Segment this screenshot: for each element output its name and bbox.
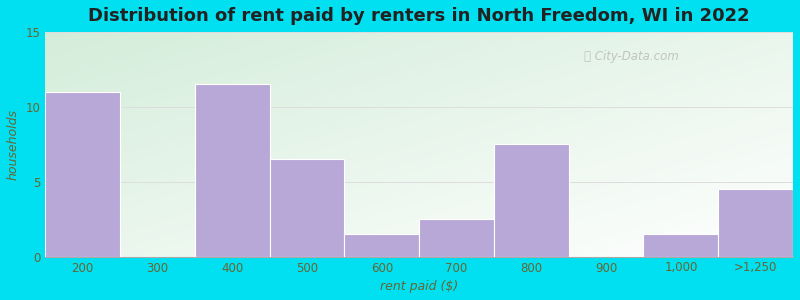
- Bar: [46, 92, 120, 256]
- Bar: [494, 144, 569, 256]
- Bar: [643, 234, 718, 256]
- Bar: [419, 219, 494, 256]
- Bar: [344, 234, 419, 256]
- Bar: [270, 159, 344, 256]
- Y-axis label: households: households: [7, 109, 20, 180]
- X-axis label: rent paid ($): rent paid ($): [380, 280, 458, 293]
- Title: Distribution of rent paid by renters in North Freedom, WI in 2022: Distribution of rent paid by renters in …: [88, 7, 750, 25]
- Bar: [195, 85, 270, 256]
- Bar: [718, 189, 793, 256]
- Text: Ⓜ City-Data.com: Ⓜ City-Data.com: [584, 50, 678, 63]
